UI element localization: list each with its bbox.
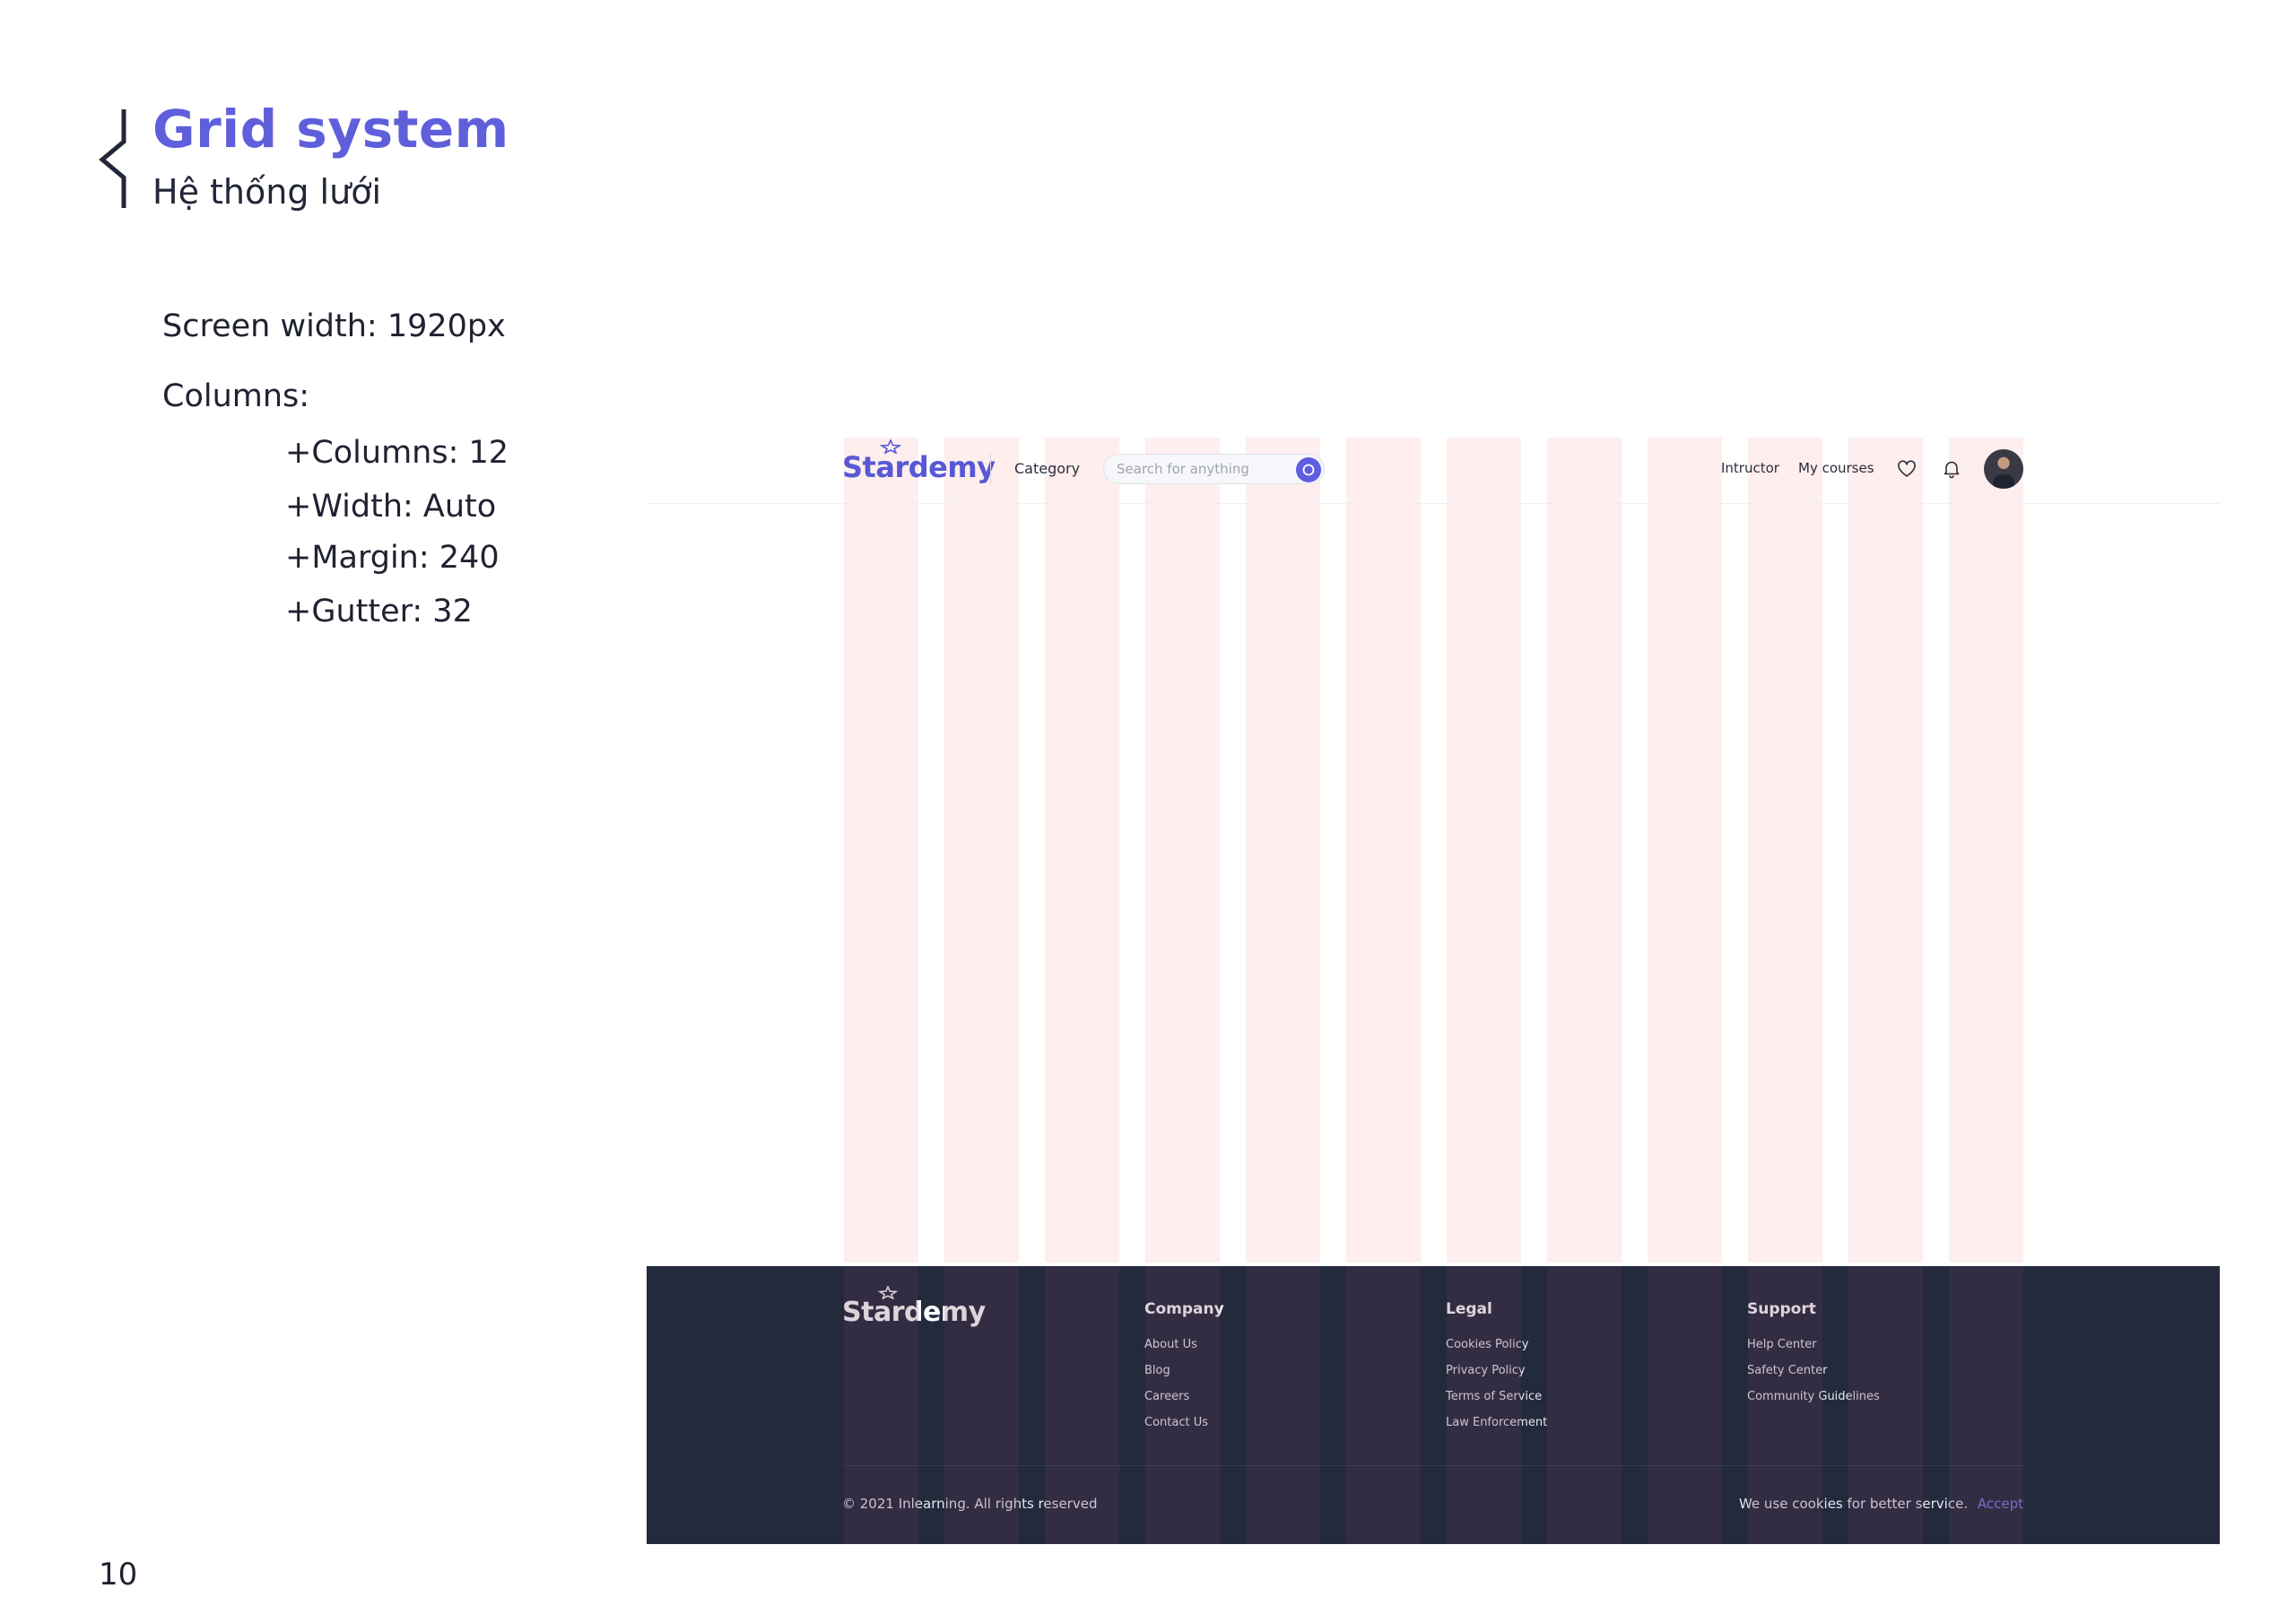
grid-column	[1547, 438, 1622, 1263]
grid-column	[844, 438, 918, 1263]
footer-link-terms-of-service[interactable]: Terms of Service	[1446, 1390, 1543, 1403]
heart-icon[interactable]	[1896, 458, 1918, 480]
grid-column	[1748, 438, 1822, 1263]
footer-link-community-guidelines[interactable]: Community Guidelines	[1747, 1390, 1880, 1403]
footer: Stardemy Company About Us Blog Careers C…	[647, 1266, 2220, 1544]
category-menu[interactable]: Category	[1014, 460, 1081, 477]
footer-column-support: Support Help Center Safety Center Commun…	[1747, 1300, 1880, 1416]
page-subtitle: Hệ thống lưới	[152, 172, 381, 212]
search-icon	[1302, 464, 1315, 476]
footer-link-privacy-policy[interactable]: Privacy Policy	[1446, 1364, 1526, 1377]
footer-link-about-us[interactable]: About Us	[1144, 1338, 1197, 1351]
grid-column	[1848, 438, 1923, 1263]
page-number: 10	[99, 1557, 138, 1593]
star-icon	[880, 439, 901, 454]
footer-link-safety-center[interactable]: Safety Center	[1747, 1364, 1828, 1377]
header-logo[interactable]: Stardemy	[842, 439, 996, 484]
instructor-link[interactable]: Intructor	[1721, 460, 1779, 476]
spec-screen-width: Screen width: 1920px	[162, 308, 506, 344]
footer-divider	[842, 1465, 2023, 1466]
grid-column	[1648, 438, 1722, 1263]
grid-column	[1145, 438, 1220, 1263]
page-title: Grid system	[152, 99, 509, 160]
footer-heading: Support	[1747, 1300, 1816, 1318]
avatar-figure	[1993, 474, 2014, 489]
footer-link-cookies-policy[interactable]: Cookies Policy	[1446, 1338, 1529, 1351]
copyright-text: © 2021 Inlearning. All rights reserved	[842, 1496, 1098, 1512]
footer-link-careers[interactable]: Careers	[1144, 1390, 1190, 1403]
grid-column	[1447, 438, 1521, 1263]
footer-link-blog[interactable]: Blog	[1144, 1364, 1170, 1377]
spec-margin: +Margin: 240	[285, 540, 500, 576]
cookie-notice: We use cookies for better service. Accep…	[1739, 1496, 2023, 1512]
footer-logo[interactable]: Stardemy	[842, 1286, 986, 1328]
grid-column	[1045, 438, 1119, 1263]
spec-columns-heading: Columns:	[162, 378, 310, 414]
footer-link-law-enforcement[interactable]: Law Enforcement	[1446, 1416, 1548, 1429]
avatar[interactable]	[1984, 449, 2023, 489]
spec-columns-count: +Columns: 12	[285, 435, 509, 471]
search-bar	[1103, 454, 1325, 484]
grid-column	[944, 438, 1019, 1263]
search-button[interactable]	[1296, 457, 1321, 482]
accept-cookies-link[interactable]: Accept	[1977, 1496, 2023, 1512]
footer-heading: Legal	[1446, 1300, 1492, 1318]
footer-heading: Company	[1144, 1300, 1224, 1318]
spec-width: +Width: Auto	[285, 489, 497, 525]
grid-column	[1949, 438, 2023, 1263]
footer-link-help-center[interactable]: Help Center	[1747, 1338, 1817, 1351]
footer-link-contact-us[interactable]: Contact Us	[1144, 1416, 1208, 1429]
bell-icon[interactable]	[1941, 458, 1962, 480]
mock-webpage: Stardemy Category Intructor My courses	[647, 434, 2220, 1544]
search-input[interactable]	[1117, 461, 1287, 477]
nav-divider	[990, 454, 991, 484]
footer-column-company: Company About Us Blog Careers Contact Us	[1144, 1300, 1224, 1442]
grid-column	[1346, 438, 1421, 1263]
star-icon	[878, 1286, 898, 1299]
my-courses-link[interactable]: My courses	[1798, 460, 1874, 476]
footer-column-legal: Legal Cookies Policy Privacy Policy Term…	[1446, 1300, 1547, 1442]
grid-columns-overlay	[844, 438, 2023, 1263]
brace-icon	[99, 109, 126, 208]
grid-column	[1246, 438, 1320, 1263]
spec-gutter: +Gutter: 32	[285, 594, 473, 629]
cookie-text: We use cookies for better service.	[1738, 1496, 1969, 1512]
top-navbar: Stardemy Category Intructor My courses	[647, 434, 2220, 504]
